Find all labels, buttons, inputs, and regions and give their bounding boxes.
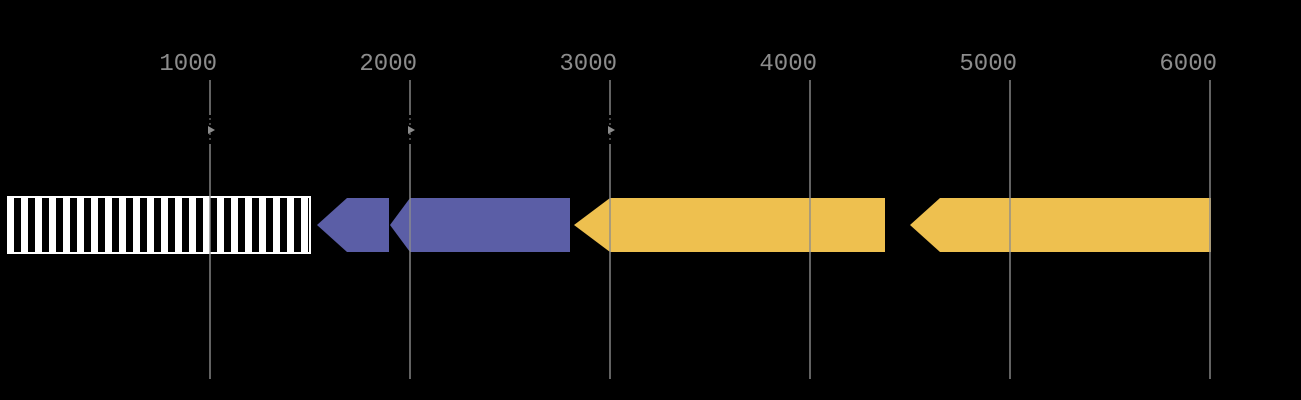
svg-text:5000: 5000 (959, 51, 1017, 78)
svg-text:3000: 3000 (559, 51, 617, 78)
svg-text:1000: 1000 (159, 51, 217, 78)
svg-text:6000: 6000 (1159, 51, 1217, 78)
svg-text:4000: 4000 (759, 51, 817, 78)
svg-text:2000: 2000 (359, 51, 417, 78)
